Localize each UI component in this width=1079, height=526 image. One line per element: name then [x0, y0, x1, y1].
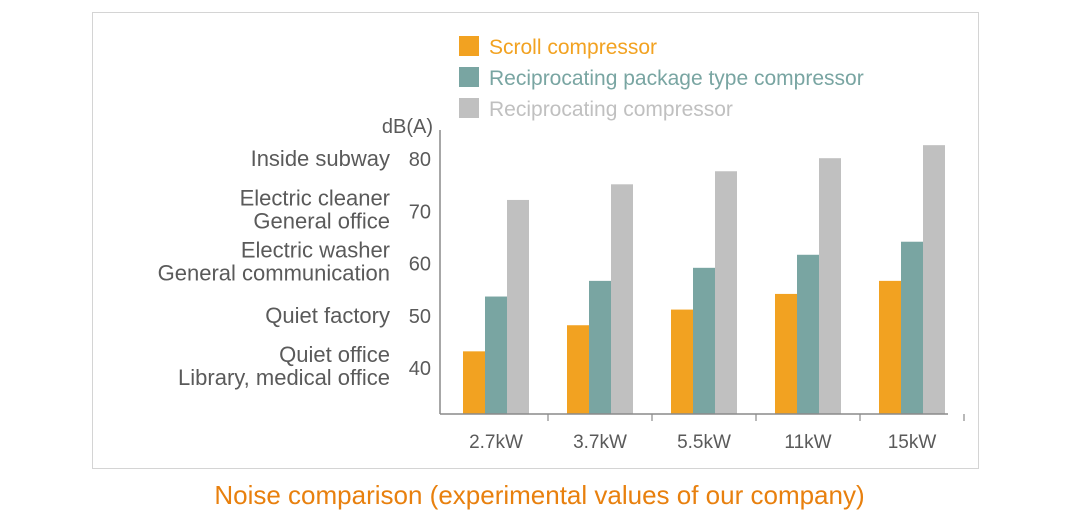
- reference-description: Electric cleaner: [240, 185, 390, 210]
- bar: [775, 293, 797, 414]
- y-tick-label: 40: [409, 358, 431, 380]
- bar: [923, 145, 945, 414]
- reference-description: Electric washer: [241, 238, 390, 263]
- reference-description: Quiet office: [279, 342, 390, 367]
- x-tick-label: 3.7kW: [573, 432, 627, 453]
- x-tick-labels: 2.7kW 3.7kW 5.5kW 11kW 15kW: [469, 432, 936, 453]
- bar: [611, 184, 633, 414]
- bar: [879, 280, 901, 414]
- bar: [507, 199, 529, 414]
- legend-label: Reciprocating package type compressor: [489, 67, 864, 90]
- legend-swatch: [459, 67, 479, 87]
- reference-description: General communication: [158, 261, 390, 286]
- y-tick-label: 50: [409, 306, 431, 328]
- bar: [693, 267, 715, 414]
- noise-comparison-chart: Scroll compressor Reciprocating package t…: [158, 36, 965, 453]
- chart-caption: Noise comparison (experimental values of…: [214, 480, 865, 510]
- legend-swatch: [459, 36, 479, 56]
- bars: [463, 145, 945, 414]
- y-tick-labels: dB(A) 40 50 60 70 80: [382, 116, 433, 380]
- bar: [485, 296, 507, 414]
- y-unit-label: dB(A): [382, 116, 433, 138]
- x-tick-label: 2.7kW: [469, 432, 523, 453]
- y-tick-label: 80: [409, 149, 431, 171]
- reference-description: General office: [253, 208, 390, 233]
- bar: [797, 254, 819, 414]
- bar: [715, 171, 737, 414]
- legend-label: Scroll compressor: [489, 36, 657, 59]
- x-tick-label: 15kW: [888, 432, 937, 453]
- reference-description: Inside subway: [251, 146, 390, 171]
- legend-label: Reciprocating compressor: [489, 98, 733, 121]
- legend: Scroll compressor Reciprocating package t…: [459, 36, 864, 121]
- x-tick-label: 11kW: [784, 432, 831, 453]
- x-tick-label: 5.5kW: [677, 432, 731, 453]
- bar: [463, 351, 485, 414]
- bar: [901, 241, 923, 414]
- bar: [589, 280, 611, 414]
- bar: [671, 309, 693, 414]
- axes: [439, 130, 965, 421]
- y-tick-label: 70: [409, 201, 431, 223]
- y-tick-label: 60: [409, 254, 431, 276]
- legend-swatch: [459, 98, 479, 118]
- reference-description: Quiet factory: [265, 303, 390, 328]
- reference-description: Library, medical office: [178, 365, 390, 390]
- bar: [819, 158, 841, 414]
- bar: [567, 325, 589, 414]
